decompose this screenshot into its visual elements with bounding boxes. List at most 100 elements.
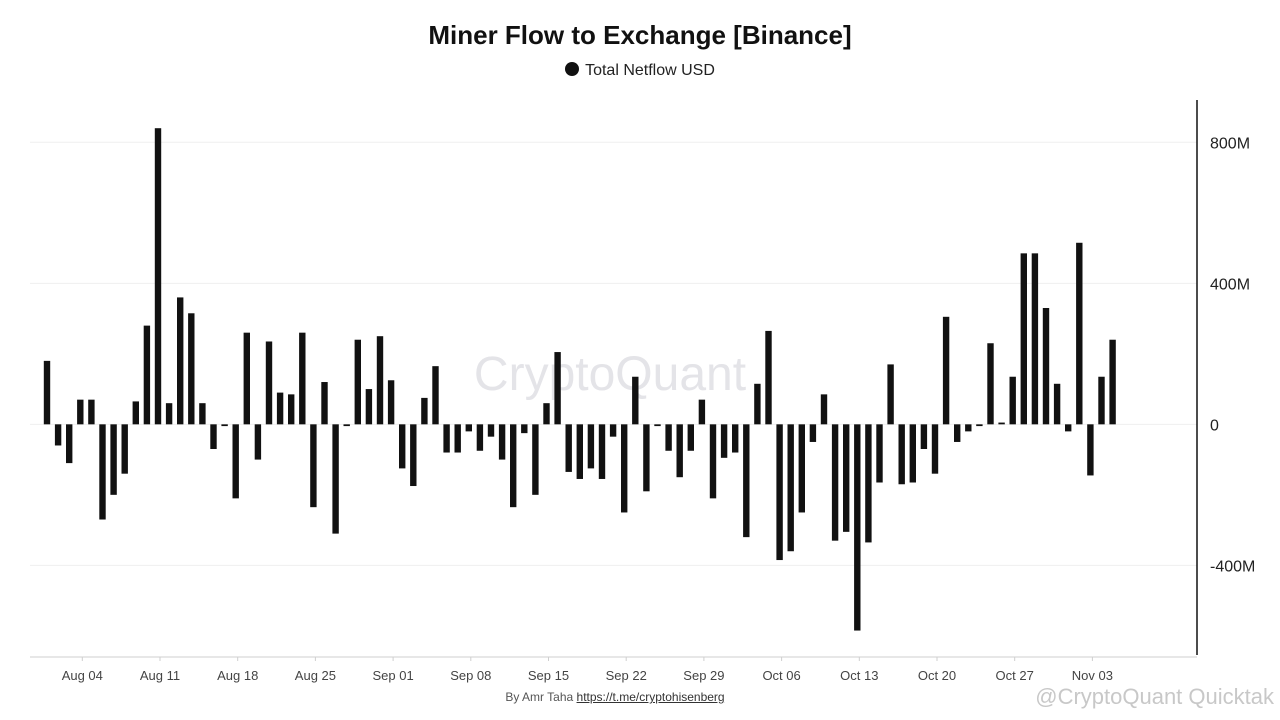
bar[interactable] [476, 424, 484, 451]
bar[interactable] [920, 424, 928, 450]
bar[interactable] [743, 424, 750, 538]
bar[interactable] [632, 376, 639, 425]
bar[interactable] [221, 424, 228, 427]
bar[interactable] [598, 424, 606, 479]
bar[interactable] [343, 424, 350, 427]
byline-link[interactable]: https://t.me/cryptohisenberg [576, 690, 725, 704]
bar[interactable] [465, 424, 472, 432]
bar[interactable] [365, 389, 373, 425]
bar[interactable] [299, 332, 306, 425]
bar[interactable] [243, 332, 250, 425]
bar[interactable] [720, 424, 728, 458]
bar[interactable] [410, 424, 417, 487]
bar[interactable] [399, 424, 406, 469]
bar[interactable] [732, 424, 739, 453]
bar[interactable] [354, 339, 361, 425]
bar[interactable] [321, 382, 328, 425]
bar[interactable] [177, 297, 184, 425]
bar[interactable] [765, 330, 772, 425]
bar[interactable] [454, 424, 461, 453]
bar[interactable] [265, 341, 273, 425]
bar[interactable] [965, 424, 972, 432]
bar[interactable] [88, 399, 95, 425]
bar[interactable] [754, 383, 761, 425]
bar[interactable] [931, 424, 939, 474]
bar[interactable] [543, 403, 550, 425]
bar[interactable] [154, 128, 162, 425]
bar[interactable] [1109, 339, 1116, 425]
bar[interactable] [443, 424, 450, 453]
bar[interactable] [1087, 424, 1094, 476]
bar[interactable] [1076, 242, 1083, 425]
bar[interactable] [1009, 376, 1016, 425]
bar[interactable] [809, 424, 817, 442]
bar[interactable] [565, 424, 572, 472]
bar[interactable] [1053, 383, 1061, 425]
legend[interactable]: Total Netflow USD [0, 62, 1280, 80]
bar[interactable] [709, 424, 717, 499]
bar[interactable] [909, 424, 916, 483]
bar[interactable] [421, 397, 428, 425]
bar[interactable] [387, 380, 395, 425]
bar[interactable] [942, 316, 950, 425]
bar[interactable] [843, 424, 850, 532]
bar[interactable] [887, 364, 894, 425]
x-tick-label: Nov 03 [1072, 668, 1113, 683]
bar[interactable] [609, 424, 617, 437]
bar[interactable] [276, 392, 284, 425]
bar[interactable] [621, 424, 628, 513]
bar[interactable] [532, 424, 539, 495]
bar[interactable] [1065, 424, 1072, 432]
bar[interactable] [876, 424, 883, 483]
bar[interactable] [432, 366, 439, 425]
bar[interactable] [687, 424, 694, 451]
bar[interactable] [110, 424, 117, 495]
bar[interactable] [498, 424, 506, 460]
bar[interactable] [43, 360, 51, 425]
bar[interactable] [232, 424, 239, 499]
bar[interactable] [77, 399, 84, 425]
bar[interactable] [165, 403, 173, 425]
bar[interactable] [1020, 253, 1027, 425]
bar[interactable] [510, 424, 517, 508]
bar[interactable] [310, 424, 317, 508]
bar[interactable] [132, 401, 139, 425]
bar[interactable] [665, 424, 672, 451]
bar[interactable] [820, 394, 828, 425]
bar[interactable] [831, 424, 839, 541]
bar[interactable] [199, 403, 206, 425]
bar[interactable] [254, 424, 262, 460]
bar[interactable] [54, 424, 62, 446]
bar[interactable] [787, 424, 794, 552]
bar[interactable] [121, 424, 128, 474]
bar[interactable] [188, 313, 195, 425]
bar[interactable] [865, 424, 872, 543]
bar[interactable] [676, 424, 683, 478]
bar[interactable] [376, 336, 384, 425]
bar[interactable] [587, 424, 595, 469]
bar[interactable] [210, 424, 217, 450]
bar[interactable] [99, 424, 106, 520]
bar[interactable] [654, 424, 661, 427]
bar[interactable] [288, 394, 295, 425]
bar[interactable] [332, 424, 339, 534]
bar[interactable] [576, 424, 583, 479]
bar[interactable] [1098, 376, 1105, 425]
bar[interactable] [854, 424, 861, 631]
bar[interactable] [998, 422, 1005, 425]
bar[interactable] [1042, 307, 1050, 425]
bar[interactable] [487, 424, 495, 437]
bar[interactable] [643, 424, 650, 492]
bar[interactable] [143, 325, 151, 425]
bar[interactable] [898, 424, 905, 485]
bar[interactable] [987, 343, 994, 425]
bar[interactable] [1031, 253, 1039, 425]
bar[interactable] [776, 424, 783, 561]
bar[interactable] [66, 424, 73, 464]
bar[interactable] [554, 352, 561, 425]
bar[interactable] [798, 424, 805, 513]
bar[interactable] [521, 424, 528, 434]
bar[interactable] [954, 424, 961, 442]
bar[interactable] [976, 424, 983, 427]
bar[interactable] [698, 399, 706, 425]
